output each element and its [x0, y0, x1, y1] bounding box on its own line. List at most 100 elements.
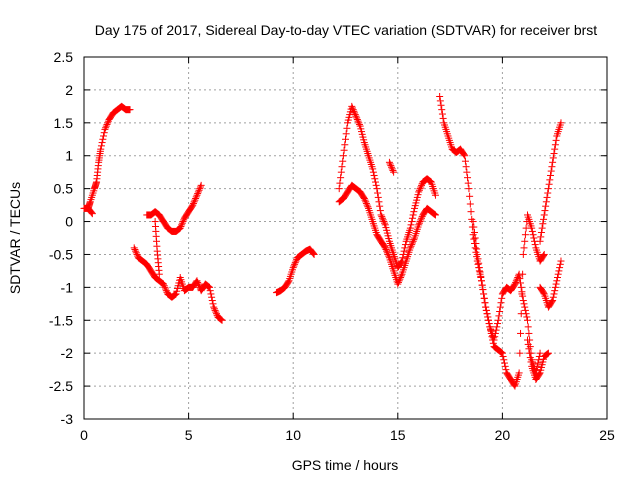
x-axis-label: GPS time / hours [292, 457, 399, 473]
data-point [544, 350, 552, 358]
data-point [336, 179, 344, 187]
data-point [192, 193, 200, 201]
data-point [364, 203, 372, 211]
data-point [551, 283, 559, 291]
data-point [524, 323, 532, 331]
data-point [210, 303, 218, 311]
data-point [209, 300, 217, 308]
data-point [291, 259, 299, 267]
data-point [516, 349, 524, 357]
data-point [374, 193, 382, 201]
data-point [171, 291, 179, 299]
data-point [102, 124, 110, 132]
data-point [500, 356, 508, 364]
data-point [407, 242, 415, 250]
data-point [189, 199, 197, 207]
data-point [408, 218, 416, 226]
data-point [385, 158, 393, 166]
data-point [385, 252, 393, 260]
data-point [162, 285, 170, 293]
data-point [488, 333, 496, 341]
data-point [511, 280, 519, 288]
data-point [527, 358, 535, 366]
y-tick-label: -3 [61, 411, 74, 427]
data-point [408, 241, 416, 249]
data-point [375, 198, 383, 206]
data-point [340, 146, 348, 154]
data-point [397, 272, 405, 280]
data-point [540, 250, 548, 258]
data-point [290, 262, 298, 270]
data-point [161, 283, 169, 291]
data-point [521, 237, 529, 245]
data-point [378, 213, 386, 221]
data-point [217, 316, 225, 324]
data-point [495, 312, 503, 320]
data-point [550, 150, 558, 158]
data-point [342, 130, 350, 138]
data-point [197, 181, 205, 189]
y-tick-label: 2.5 [54, 49, 74, 65]
y-tick-label: -2.5 [49, 378, 73, 394]
data-point [526, 354, 534, 362]
data-point [519, 297, 527, 305]
data-point [362, 198, 370, 206]
data-point [310, 250, 318, 258]
data-point [205, 283, 213, 291]
data-point [371, 175, 379, 183]
data-point [160, 282, 168, 290]
data-point [338, 163, 346, 171]
data-point [415, 221, 423, 229]
data-point [409, 211, 417, 219]
data-point [339, 157, 347, 165]
data-point [309, 249, 317, 257]
data-point [537, 233, 545, 241]
data-point [211, 306, 219, 314]
data-point [494, 320, 502, 328]
data-point [388, 165, 396, 173]
data-point [353, 116, 361, 124]
data-point [196, 185, 204, 193]
data-point [88, 209, 96, 217]
data-point [207, 290, 215, 298]
data-point [516, 275, 524, 283]
data-point [438, 106, 446, 114]
data-point [489, 336, 497, 344]
data-point [528, 224, 536, 232]
data-point [194, 190, 202, 198]
data-point [133, 250, 141, 258]
data-point [289, 264, 297, 272]
data-point [530, 234, 538, 242]
data-point [193, 191, 201, 199]
data-point [355, 119, 363, 127]
data-point [539, 220, 547, 228]
data-point [469, 218, 477, 226]
data-point [100, 129, 108, 137]
data-point [544, 349, 552, 357]
data-point [472, 239, 480, 247]
data-point [519, 270, 527, 278]
data-point [337, 174, 345, 182]
data-point [179, 218, 187, 226]
data-point [471, 234, 479, 242]
data-point [474, 255, 482, 263]
data-point [535, 356, 543, 364]
data-point [104, 119, 112, 127]
data-point [284, 278, 292, 286]
data-point [537, 229, 545, 237]
data-point [521, 306, 529, 314]
data-point [212, 308, 220, 316]
data-point [189, 201, 197, 209]
data-point [501, 362, 509, 370]
data-point [155, 270, 163, 278]
data-point [381, 244, 389, 252]
data-point [103, 120, 111, 128]
data-point [536, 349, 544, 357]
data-point [480, 290, 488, 298]
data-point [210, 305, 218, 313]
y-tick-label: -1 [61, 279, 74, 295]
data-point [341, 141, 349, 149]
data-point [351, 111, 359, 119]
data-point [551, 145, 559, 153]
grid-lines [84, 57, 607, 419]
